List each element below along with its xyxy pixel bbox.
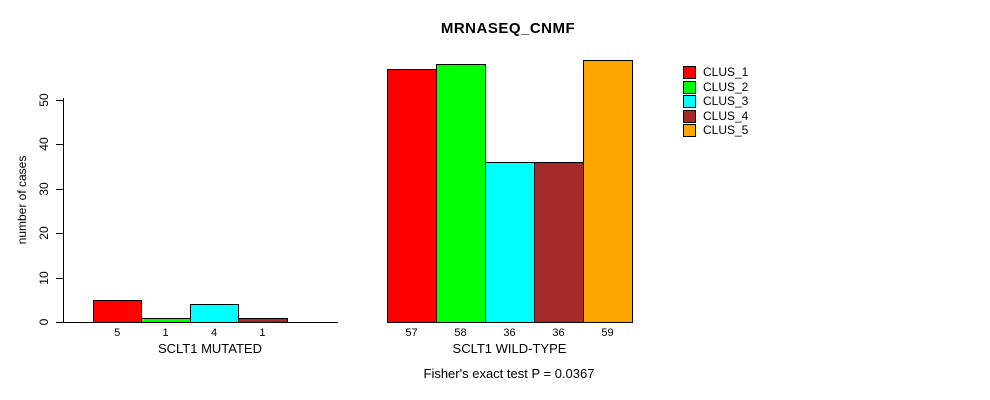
chart-title: MRNASEQ_CNMF bbox=[440, 20, 576, 37]
group-label: SCLT1 WILD-TYPE bbox=[452, 341, 567, 356]
bar-value-label: 5 bbox=[114, 327, 121, 339]
bar-group1-CLUS_2 bbox=[141, 317, 191, 323]
y-axis-tick bbox=[56, 188, 63, 190]
bar-value-label: 36 bbox=[552, 327, 565, 339]
bar-value-label: 1 bbox=[162, 327, 169, 339]
y-tick-label: 50 bbox=[37, 93, 51, 107]
y-axis-tick bbox=[56, 233, 63, 235]
group-label: SCLT1 MUTATED bbox=[157, 341, 262, 356]
legend-label-CLUS_5: CLUS_5 bbox=[703, 123, 749, 137]
bar-value-label: 36 bbox=[503, 327, 516, 339]
bar-value-label: 59 bbox=[601, 327, 614, 339]
y-tick-label: 0 bbox=[37, 318, 51, 326]
bar-group2-CLUS_4 bbox=[534, 162, 584, 323]
y-tick-label: 40 bbox=[37, 137, 51, 152]
legend-swatch-CLUS_1 bbox=[683, 66, 696, 79]
legend-label-CLUS_1: CLUS_1 bbox=[703, 65, 749, 79]
y-tick-label: 20 bbox=[37, 226, 51, 240]
y-axis-line bbox=[63, 98, 64, 323]
legend-swatch-CLUS_3 bbox=[683, 95, 696, 108]
y-axis-tick bbox=[56, 144, 63, 146]
legend-swatch-CLUS_2 bbox=[683, 80, 696, 94]
legend-swatch-CLUS_4 bbox=[683, 109, 696, 123]
bar-group1-CLUS_3 bbox=[189, 304, 240, 323]
bar-value-label: 1 bbox=[259, 327, 266, 339]
legend-swatch-CLUS_5 bbox=[683, 124, 696, 137]
bar-group2-CLUS_3 bbox=[485, 162, 535, 323]
legend-label-CLUS_4: CLUS_4 bbox=[703, 108, 749, 123]
bar-value-label: 58 bbox=[454, 327, 467, 339]
y-tick-label: 30 bbox=[37, 182, 51, 196]
legend-label-CLUS_2: CLUS_2 bbox=[703, 79, 749, 94]
y-axis-tick bbox=[56, 277, 63, 279]
y-axis-label: number of cases bbox=[15, 155, 29, 245]
bar-group2-CLUS_2 bbox=[436, 64, 486, 323]
fisher-test-annotation: Fisher's exact test P = 0.0367 bbox=[423, 366, 595, 381]
bar-value-label: 4 bbox=[210, 327, 218, 339]
bar-group1-CLUS_1 bbox=[93, 299, 143, 323]
y-tick-label: 10 bbox=[37, 270, 51, 285]
bar-group2-CLUS_1 bbox=[387, 68, 437, 323]
bar-group2-CLUS_5 bbox=[583, 60, 633, 323]
bar-value-label: 57 bbox=[405, 327, 418, 339]
y-axis-tick bbox=[56, 100, 63, 101]
legend-label-CLUS_3: CLUS_3 bbox=[703, 94, 749, 108]
bar-group1-CLUS_4 bbox=[238, 317, 288, 323]
